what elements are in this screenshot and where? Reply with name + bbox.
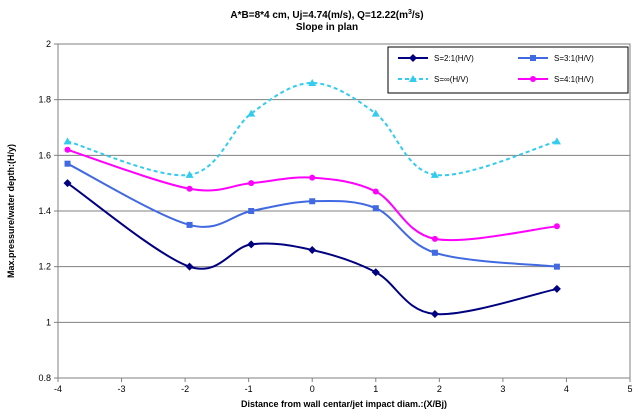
x-tick-label: 4 [564, 384, 569, 394]
data-point [372, 188, 379, 195]
x-tick-label: -2 [181, 384, 189, 394]
legend-item: S=∞(H/V) [398, 75, 469, 84]
data-point [553, 223, 560, 230]
x-tick-label: 2 [437, 384, 442, 394]
x-tick-label: -3 [118, 384, 126, 394]
data-point [186, 221, 193, 228]
data-point [309, 174, 316, 181]
x-tick-label: 1 [373, 384, 378, 394]
data-point [430, 170, 439, 178]
legend-marker [530, 55, 536, 61]
data-point [247, 109, 256, 117]
data-point [553, 263, 560, 270]
data-point [372, 205, 379, 212]
axes: 0.8 1 1.2 1.4 1.6 1.8 2 -4 -3 -2 -1 0 1 2 3 4 5 [38, 39, 632, 394]
x-tick-label: 3 [500, 384, 505, 394]
data-point [185, 262, 194, 271]
data-point [430, 309, 439, 318]
data-point [248, 180, 255, 187]
series-line [67, 148, 558, 242]
chart-subtitle: Slope in plan [296, 22, 358, 33]
legend-marker [409, 54, 417, 62]
legend-marker [530, 76, 536, 82]
data-point [371, 268, 380, 277]
legend-label: S=2:1(H/V) [434, 54, 474, 63]
legend-marker [409, 75, 417, 82]
series-group [63, 78, 561, 318]
legend: S=2:1(H/V) S=3:1(H/V) S=∞(H/V) S=4:1(H/V) [387, 46, 629, 94]
data-point [431, 235, 438, 242]
y-tick-label: 1.4 [38, 206, 51, 216]
data-point [186, 185, 193, 192]
y-tick-label: 1 [46, 317, 51, 327]
x-axis-label: Distance from wall centar/jet impact dia… [241, 399, 447, 409]
series-1 [63, 179, 561, 318]
legend-label: S=4:1(H/V) [554, 75, 594, 84]
y-tick-label: 1.6 [38, 150, 51, 160]
legend-label: S=∞(H/V) [434, 75, 469, 84]
legend-item: S=2:1(H/V) [398, 54, 474, 63]
series-2 [64, 160, 560, 270]
y-tick-label: 1.2 [38, 262, 51, 272]
x-tick-label: -1 [245, 384, 253, 394]
x-tick-label: 0 [310, 384, 315, 394]
series-4 [64, 146, 560, 242]
gridlines [58, 99, 630, 323]
x-tick-label: -4 [54, 384, 62, 394]
data-point [371, 109, 380, 117]
data-point [552, 137, 561, 145]
y-tick-label: 0.8 [38, 373, 51, 383]
y-axis-label: Max.pressure/water depth:(H/y) [6, 144, 16, 278]
legend-label: S=3:1(H/V) [554, 54, 594, 63]
data-point [64, 146, 71, 153]
legend-item: S=4:1(H/V) [518, 75, 594, 84]
data-point [185, 170, 194, 178]
data-point [64, 160, 71, 167]
data-point [247, 240, 256, 249]
data-point [248, 208, 255, 214]
data-point [308, 78, 317, 86]
series-3 [63, 78, 561, 178]
data-point [63, 137, 72, 145]
legend-box [387, 46, 629, 94]
legend-item: S=3:1(H/V) [518, 54, 594, 63]
y-tick-label: 1.8 [38, 95, 51, 105]
data-point [63, 179, 72, 188]
y-tick-label: 2 [46, 39, 51, 49]
data-point [552, 284, 561, 293]
x-tick-label: 5 [627, 384, 632, 394]
data-point [308, 245, 317, 254]
series-line [67, 81, 558, 177]
data-point [431, 249, 438, 256]
chart-title: A*B=8*4 cm, Uj=4.74(m/s), Q=12.22(m3/s) [230, 9, 423, 21]
data-point [309, 198, 316, 205]
